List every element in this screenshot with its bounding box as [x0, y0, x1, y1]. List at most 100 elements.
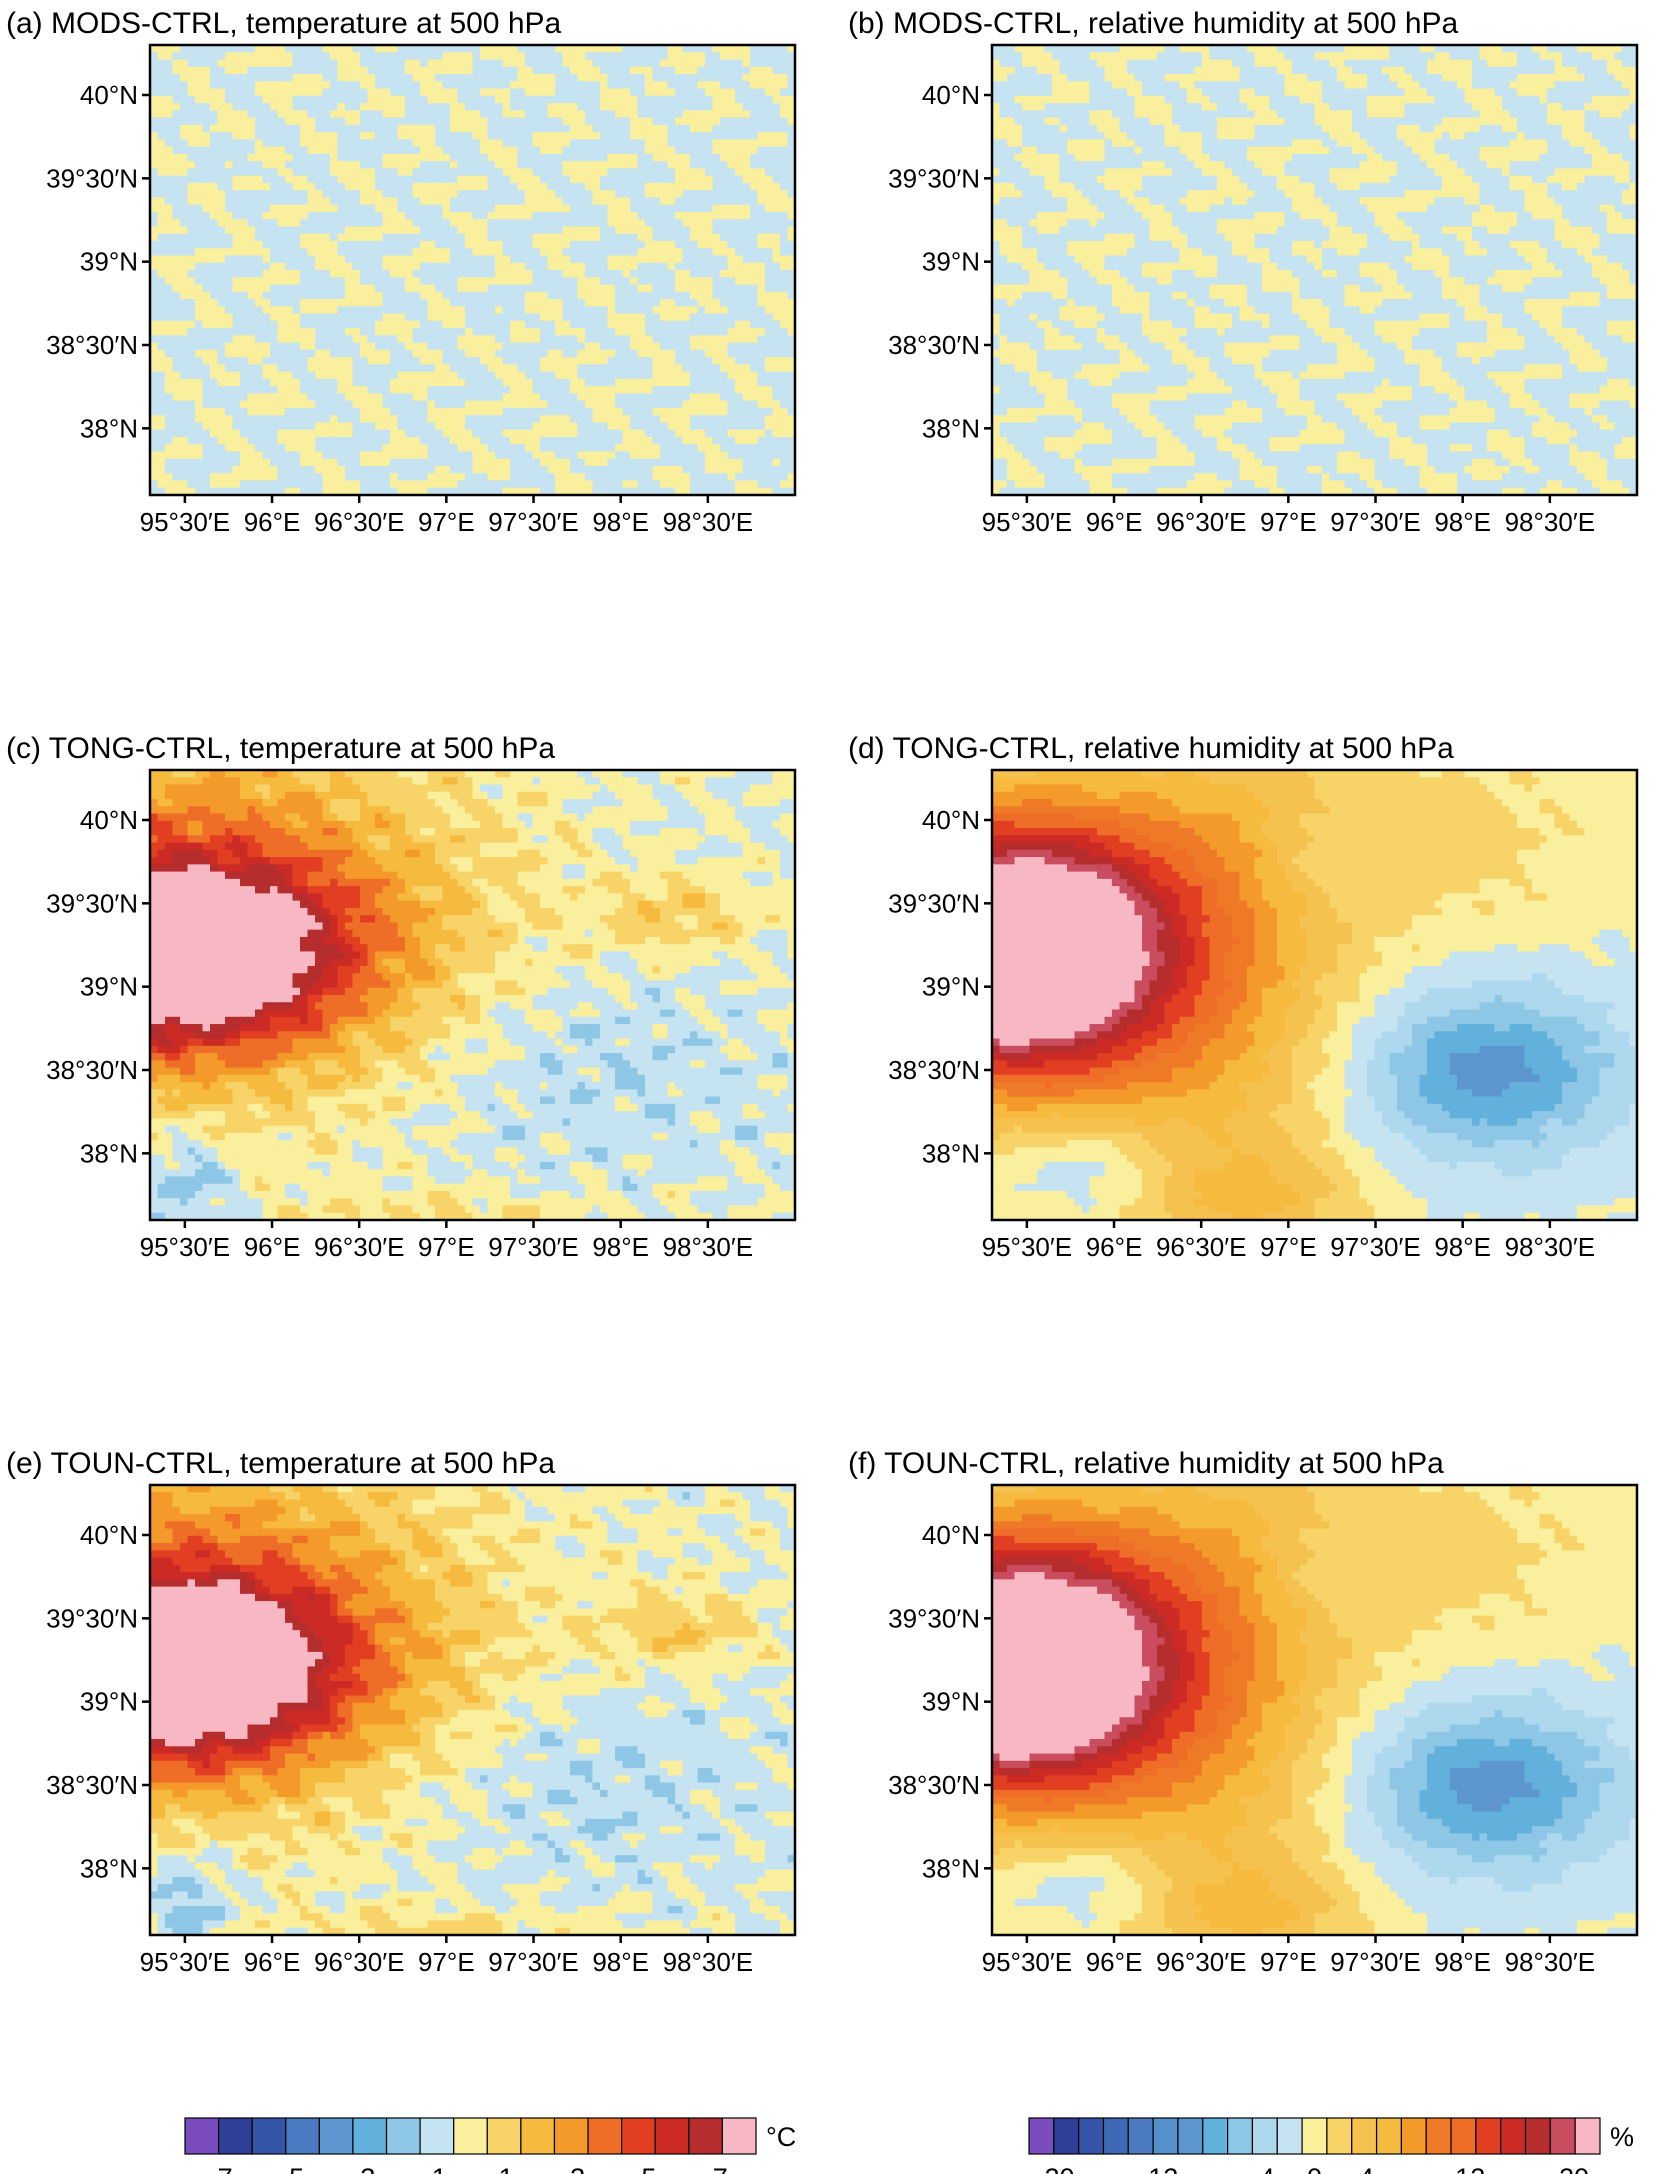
x-tick-label: 97°30′E: [488, 507, 578, 537]
colorbar-swatch: [1450, 2117, 1477, 2155]
panel-d: (d) TONG-CTRL, relative humidity at 500 …: [848, 732, 1639, 1262]
y-tick-label: 38°30′N: [888, 1770, 980, 1800]
x-tick-label: 98°30′E: [1505, 507, 1595, 537]
y-tick-label: 38°N: [922, 413, 980, 443]
colorbar-label: 12: [1455, 2163, 1485, 2174]
colorbar-swatch: [1425, 2117, 1452, 2155]
x-tick-label: 97°E: [418, 507, 475, 537]
panel-b: (b) MODS-CTRL, relative humidity at 500 …: [848, 7, 1639, 537]
colorbar-swatch: [1301, 2117, 1328, 2155]
colorbar-swatch: [1028, 2117, 1055, 2155]
colorbar-swatch: [217, 2117, 253, 2155]
x-tick-label: 97°30′E: [488, 1947, 578, 1977]
colorbar-label: -20: [1035, 2163, 1074, 2174]
x-tick-label: 96°30′E: [314, 1947, 404, 1977]
colorbar-swatch: [184, 2117, 220, 2155]
y-tick-label: 39°N: [80, 1687, 138, 1717]
x-tick-label: 98°30′E: [1505, 1232, 1595, 1262]
y-tick-label: 39°N: [922, 1687, 980, 1717]
x-tick-label: 95°30′E: [140, 1947, 230, 1977]
colorbar-swatch: [1127, 2117, 1154, 2155]
y-tick-label: 40°N: [80, 1520, 138, 1550]
colorbar-label: 0: [1307, 2163, 1322, 2174]
x-tick-label: 97°30′E: [1330, 1232, 1420, 1262]
colorbar-unit: °C: [766, 2122, 796, 2152]
colorbar-swatch: [1574, 2117, 1601, 2155]
y-tick-label: 38°N: [80, 413, 138, 443]
x-tick-label: 96°E: [1086, 507, 1143, 537]
x-tick-label: 97°30′E: [1330, 507, 1420, 537]
x-tick-label: 95°30′E: [982, 1947, 1072, 1977]
colorbar-swatch: [285, 2117, 320, 2155]
x-tick-label: 97°E: [1260, 1947, 1317, 1977]
colorbar-swatch: [453, 2117, 488, 2155]
colorbar-swatch: [385, 2117, 421, 2155]
colorbar-swatch: [1177, 2117, 1204, 2155]
colorbar-swatch: [318, 2117, 354, 2155]
colorbar-label: 4: [1359, 2163, 1374, 2174]
y-tick-label: 39°30′N: [46, 1603, 138, 1633]
colorbar-label: -1: [423, 2163, 447, 2174]
colorbar-swatch: [1276, 2117, 1303, 2155]
x-tick-label: 98°E: [1434, 1232, 1491, 1262]
x-tick-label: 96°E: [1086, 1232, 1143, 1262]
contour-field: [992, 770, 1637, 1220]
y-tick-label: 38°30′N: [888, 1055, 980, 1085]
colorbar-swatch: [1251, 2117, 1278, 2155]
colorbar-swatch: [587, 2117, 623, 2155]
x-tick-label: 96°30′E: [314, 507, 404, 537]
x-tick-label: 95°30′E: [140, 507, 230, 537]
colorbar-temperature: -7 -5 -3 -1 1 3 5 7 °C: [184, 2117, 796, 2174]
y-tick-label: 38°N: [922, 1853, 980, 1883]
y-tick-label: 39°30′N: [888, 163, 980, 193]
y-tick-label: 40°N: [80, 805, 138, 835]
y-tick-label: 39°30′N: [46, 888, 138, 918]
map-frame: [990, 1483, 1639, 1937]
colorbar-swatch: [251, 2117, 287, 2155]
x-tick-label: 98°30′E: [663, 507, 753, 537]
y-tick-label: 39°30′N: [888, 1603, 980, 1633]
x-tick-label: 96°E: [244, 507, 301, 537]
panel-title: (c) TONG-CTRL, temperature at 500 hPa: [6, 732, 555, 765]
colorbar-label: 5: [641, 2163, 656, 2174]
colorbar-swatch: [654, 2117, 690, 2155]
contour-field: [992, 45, 1637, 495]
colorbar-swatch: [1351, 2117, 1378, 2155]
x-tick-label: 96°E: [244, 1232, 301, 1262]
contour-field: [150, 45, 795, 495]
x-tick-label: 98°E: [592, 1232, 649, 1262]
y-tick-label: 38°N: [80, 1138, 138, 1168]
colorbar-swatch: [1102, 2117, 1129, 2155]
x-tick-label: 97°E: [1260, 507, 1317, 537]
colorbar-swatch: [553, 2117, 589, 2155]
y-tick-label: 40°N: [922, 80, 980, 110]
y-tick-label: 38°N: [80, 1853, 138, 1883]
colorbar-swatch: [1500, 2117, 1527, 2155]
contour-field: [150, 770, 795, 1220]
y-tick-label: 39°30′N: [46, 163, 138, 193]
colorbar-swatch: [1475, 2117, 1502, 2155]
colorbar-label: 7: [713, 2163, 728, 2174]
colorbar-swatch: [1400, 2117, 1427, 2155]
colorbar-swatch: [1053, 2117, 1080, 2155]
colorbar-swatch: [1078, 2117, 1105, 2155]
x-tick-label: 97°E: [418, 1232, 475, 1262]
colorbar-swatch: [721, 2117, 757, 2155]
colorbar-unit: %: [1610, 2122, 1634, 2152]
x-tick-label: 96°E: [244, 1947, 301, 1977]
colorbar-label: -3: [351, 2163, 375, 2174]
x-tick-label: 95°30′E: [982, 1232, 1072, 1262]
y-tick-label: 38°30′N: [888, 330, 980, 360]
x-tick-label: 96°E: [1086, 1947, 1143, 1977]
colorbar-swatch: [1549, 2117, 1576, 2155]
x-tick-label: 96°30′E: [314, 1232, 404, 1262]
panel-title: (b) MODS-CTRL, relative humidity at 500 …: [848, 7, 1459, 40]
colorbar-label: 1: [499, 2163, 514, 2174]
colorbar-swatch: [486, 2117, 522, 2155]
x-tick-label: 98°E: [592, 507, 649, 537]
y-tick-label: 38°30′N: [46, 1055, 138, 1085]
colorbar-label: 3: [570, 2163, 585, 2174]
x-tick-label: 98°E: [1434, 1947, 1491, 1977]
x-tick-label: 98°E: [1434, 507, 1491, 537]
